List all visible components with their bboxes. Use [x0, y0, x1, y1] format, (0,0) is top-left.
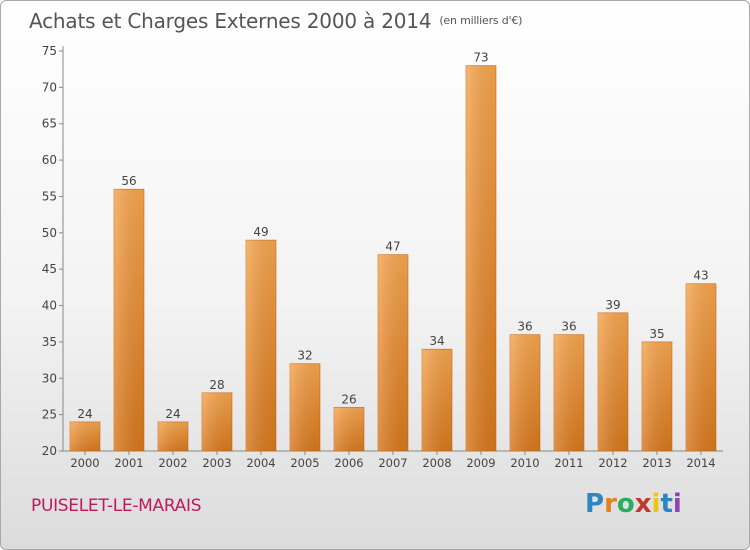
bar-value-label: 35: [649, 327, 664, 341]
logo-letter: x: [634, 489, 652, 519]
x-tick-label: 2013: [642, 456, 671, 470]
y-tick-label: 25: [42, 408, 57, 422]
bar-value-label: 36: [561, 320, 576, 334]
x-tick-label: 2011: [554, 456, 583, 470]
y-tick-label: 60: [42, 153, 57, 167]
y-tick-label: 40: [42, 299, 57, 313]
y-tick-label: 50: [42, 226, 57, 240]
bar-value-label: 28: [209, 378, 224, 392]
y-tick-label: 70: [42, 80, 57, 94]
bar-shade: [554, 334, 584, 451]
x-tick-label: 2012: [598, 456, 627, 470]
y-tick-label: 20: [42, 444, 57, 458]
bar-shade: [158, 421, 188, 451]
location-name: PUISELET-LE-MARAIS: [31, 496, 202, 516]
bar-shade: [114, 189, 144, 451]
proxiti-logo: Proxiti: [585, 489, 682, 519]
x-tick-label: 2002: [158, 456, 187, 470]
logo-letter: i: [651, 489, 661, 519]
bar-value-label: 32: [297, 349, 312, 363]
x-tick-label: 2014: [686, 456, 715, 470]
bar-value-label: 73: [473, 51, 488, 65]
bar-shade: [378, 254, 408, 451]
x-tick-label: 2008: [422, 456, 451, 470]
x-tick-label: 2009: [466, 456, 495, 470]
bar-value-label: 56: [121, 174, 136, 188]
y-tick-label: 30: [42, 371, 57, 385]
bar-shade: [246, 240, 276, 451]
bar-value-label: 34: [429, 334, 444, 348]
bar-shade: [466, 65, 496, 451]
y-tick-label: 45: [42, 262, 57, 276]
bar-shade: [686, 283, 716, 451]
logo-letter: t: [660, 489, 673, 519]
bar-value-label: 43: [693, 269, 708, 283]
x-tick-label: 2006: [334, 456, 363, 470]
bar-shade: [422, 349, 452, 451]
bar-value-label: 39: [605, 298, 620, 312]
chart-unit-label: (en milliers d'€): [439, 14, 523, 27]
bar-value-label: 24: [165, 407, 180, 421]
bar-shade: [70, 421, 100, 451]
logo-letter: r: [604, 489, 617, 519]
chart-title-text: Achats et Charges Externes 2000 à 2014: [29, 9, 432, 33]
bar-shade: [510, 334, 540, 451]
x-tick-label: 2003: [202, 456, 231, 470]
bar-shade: [598, 312, 628, 451]
x-tick-label: 2005: [290, 456, 319, 470]
logo-letter: i: [672, 489, 682, 519]
bar-value-label: 36: [517, 320, 532, 334]
logo-letter: P: [585, 489, 605, 519]
y-tick-label: 65: [42, 117, 57, 131]
bar-value-label: 47: [385, 240, 400, 254]
x-tick-label: 2004: [246, 456, 275, 470]
bar-shade: [202, 392, 232, 451]
chart-title: Achats et Charges Externes 2000 à 2014 (e…: [29, 9, 522, 33]
logo-letter: o: [616, 489, 635, 519]
y-tick-label: 55: [42, 189, 57, 203]
y-tick-label: 35: [42, 335, 57, 349]
bar-shade: [290, 363, 320, 451]
bar-shade: [642, 341, 672, 451]
y-tick-label: 75: [42, 44, 57, 58]
x-tick-label: 2010: [510, 456, 539, 470]
bar-value-label: 26: [341, 392, 356, 406]
bar-shade: [334, 407, 364, 451]
bar-value-label: 49: [253, 225, 268, 239]
x-tick-label: 2007: [378, 456, 407, 470]
bar-value-label: 24: [77, 407, 92, 421]
x-tick-label: 2001: [114, 456, 143, 470]
x-tick-label: 2000: [70, 456, 99, 470]
